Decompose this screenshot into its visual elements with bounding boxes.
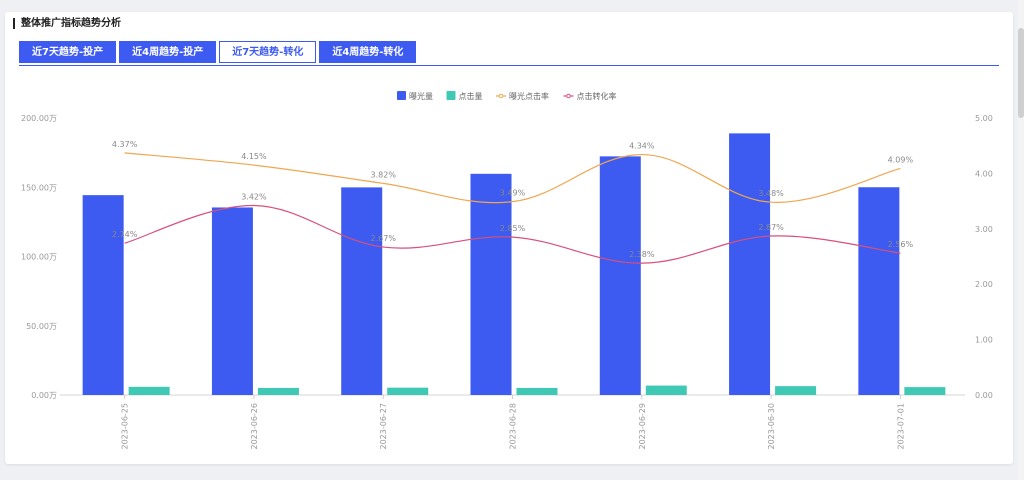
y-right-tick-label: 0.00 [975,391,993,400]
tab-7day-conversion[interactable]: 近7天趋势-转化 [219,41,317,63]
bar-clicks [387,387,429,395]
x-tick-label: 2023-06-28 [509,403,518,450]
y-left-tick-label: 0.00万 [31,391,57,400]
point-label: 4.15% [241,152,267,161]
y-right-tick-label: 5.00 [975,114,993,123]
bar-clicks [257,387,299,395]
legend-label: 点击量 [459,91,483,101]
y-right-tick-label: 1.00 [975,336,993,345]
x-tick-label: 2023-06-27 [379,403,388,450]
y-left-tick-label: 100.00万 [21,253,57,262]
point-label: 2.74% [112,230,138,239]
y-right-tick-label: 4.00 [975,169,993,178]
line-ctr [124,152,901,204]
legend-swatch [397,91,406,100]
legend-marker [498,93,504,99]
x-tick-label: 2023-06-29 [638,403,647,450]
chart-bars [82,133,946,395]
point-label: 2.67% [371,234,397,243]
page-scrollbar[interactable] [1018,0,1024,480]
bar-impressions [599,156,641,395]
point-label: 2.87% [758,223,784,232]
point-label: 4.34% [629,142,655,151]
x-tick-label: 2023-06-30 [767,403,776,450]
bar-clicks [128,386,170,395]
x-tick-label: 2023-07-01 [896,403,905,450]
legend-swatch [446,91,456,100]
bar-impressions [82,195,124,395]
scrollbar-thumb[interactable] [1018,28,1024,118]
line-cvr [124,204,901,264]
y-right-tick-label: 2.00 [975,280,993,289]
point-label: 3.82% [371,170,397,179]
y-left-tick-label: 200.00万 [21,114,57,123]
bar-clicks [516,387,558,395]
page-title: 整体推广指标趋势分析 [13,18,121,29]
y-left-tick-label: 150.00万 [21,183,57,192]
bar-impressions [470,173,512,395]
legend-label: 曝光点击率 [509,91,549,101]
x-tick-label: 2023-06-25 [121,403,130,450]
bar-impressions [858,187,900,395]
legend-label: 曝光量 [409,91,433,101]
point-label: 2.85% [500,224,526,233]
bar-impressions [341,187,383,395]
bar-impressions [729,133,771,395]
tab-4week-conversion[interactable]: 近4周趋势-转化 [319,41,417,63]
point-label: 2.38% [629,250,655,259]
point-label: 4.09% [888,155,914,164]
chart-legend: 曝光量 点击量 曝光点击率 点击转化率 [397,91,617,101]
tab-bar: 近7天趋势-投产 近4周趋势-投产 近7天趋势-转化 近4周趋势-转化 [19,41,999,66]
bar-clicks [645,385,687,395]
chart-lines [124,152,901,264]
bar-clicks [775,386,817,395]
x-tick-label: 2023-06-26 [250,403,259,450]
point-label: 3.42% [241,193,267,202]
point-label: 2.56% [888,240,914,249]
point-label: 3.49% [500,189,526,198]
tab-4week-roi[interactable]: 近4周趋势-投产 [119,41,217,63]
chart-point-labels: 4.37% 4.15% 3.82% 3.49% 4.34% 3.48% 4.09% 2.74%… [112,140,914,259]
tab-7day-roi[interactable]: 近7天趋势-投产 [19,41,117,63]
y-left-tick-label: 50.00万 [26,322,57,331]
legend-label: 点击转化率 [577,91,617,101]
legend-marker [566,93,571,99]
y-right-tick-label: 3.00 [975,225,993,234]
point-label: 3.48% [758,189,784,198]
point-label: 4.37% [112,140,138,149]
bar-impressions [211,207,253,395]
bar-clicks [904,387,946,395]
